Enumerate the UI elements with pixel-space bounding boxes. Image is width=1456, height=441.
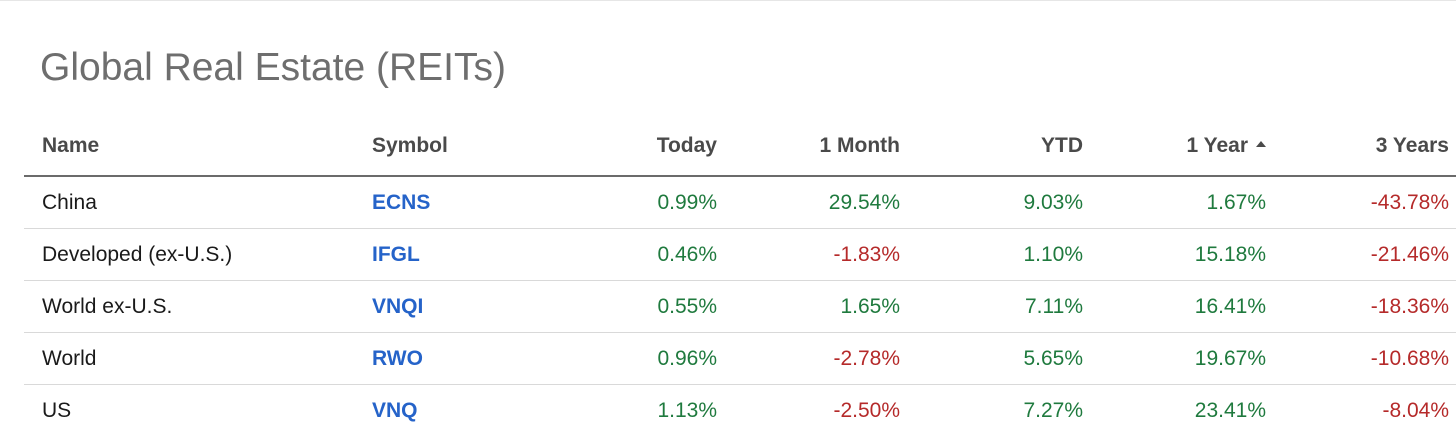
column-header-1-month[interactable]: 1 Month	[717, 117, 900, 177]
top-divider	[0, 0, 1456, 1]
cell-year: 19.67%	[1083, 332, 1266, 385]
column-header-3-years[interactable]: 3 Years	[1266, 117, 1456, 177]
cell-years3: -10.68%	[1266, 332, 1456, 385]
symbol-link[interactable]: VNQ	[372, 398, 418, 422]
symbol-link[interactable]: VNQI	[372, 294, 424, 318]
table-header: Name Symbol Today 1 Month YTD 1 Year 3 Y…	[24, 117, 1456, 177]
cell-year: 23.41%	[1194, 398, 1266, 422]
column-header-1-year[interactable]: 1 Year	[1083, 117, 1266, 177]
column-header-today[interactable]: Today	[552, 117, 717, 177]
reit-performance-table: Name Symbol Today 1 Month YTD 1 Year 3 Y…	[24, 117, 1456, 436]
cell-ytd: 7.11%	[900, 280, 1083, 333]
cell-symbol: RWO	[372, 332, 552, 385]
cell-years3: -8.04%	[1382, 398, 1449, 422]
cell-today: 0.99%	[552, 176, 717, 229]
table-row: China ECNS 0.99% 29.54% 9.03% 1.67% -43.78%	[24, 176, 1456, 229]
cell-today: 0.55%	[552, 280, 717, 333]
cell-years3: -18.36%	[1266, 280, 1456, 333]
cell-month: 29.54%	[717, 176, 900, 229]
cell-years3: -21.46%	[1266, 228, 1456, 281]
sort-up-icon[interactable]	[1256, 141, 1266, 148]
cell-today: 1.13%	[657, 398, 717, 422]
cell-ytd: 7.27%	[1023, 398, 1083, 422]
column-header-name[interactable]: Name	[24, 117, 372, 177]
symbol-link[interactable]: IFGL	[372, 242, 420, 266]
cell-ytd: 9.03%	[900, 176, 1083, 229]
cell-years3: -43.78%	[1266, 176, 1456, 229]
cell-name: US	[42, 398, 72, 422]
page-title: Global Real Estate (REITs)	[40, 46, 507, 89]
cell-name: World ex-U.S.	[24, 280, 372, 333]
cell-month: -2.78%	[717, 332, 900, 385]
cell-month: -1.83%	[717, 228, 900, 281]
table-body: China ECNS 0.99% 29.54% 9.03% 1.67% -43.78% Dev…	[24, 176, 1456, 436]
cell-name: World	[24, 332, 372, 385]
cell-year: 16.41%	[1083, 280, 1266, 333]
column-header-ytd[interactable]: YTD	[900, 117, 1083, 177]
header-row: Name Symbol Today 1 Month YTD 1 Year 3 Y…	[24, 117, 1456, 177]
table-row: World RWO 0.96% -2.78% 5.65% 19.67% -10.68%	[24, 332, 1456, 385]
cell-symbol: ECNS	[372, 176, 552, 229]
cell-year: 15.18%	[1083, 228, 1266, 281]
symbol-link[interactable]: ECNS	[372, 190, 431, 214]
cell-symbol: VNQI	[372, 280, 552, 333]
column-header-symbol[interactable]: Symbol	[372, 117, 552, 177]
cell-year: 1.67%	[1083, 176, 1266, 229]
cell-today: 0.96%	[552, 332, 717, 385]
symbol-link[interactable]: RWO	[372, 346, 423, 370]
cell-symbol: IFGL	[372, 228, 552, 281]
cell-name: China	[24, 176, 372, 229]
cell-ytd: 5.65%	[900, 332, 1083, 385]
cell-month: -2.50%	[833, 398, 900, 422]
column-header-1-year-label: 1 Year	[1186, 134, 1248, 157]
cell-ytd: 1.10%	[900, 228, 1083, 281]
table-row: Developed (ex-U.S.) IFGL 0.46% -1.83% 1.10% 1…	[24, 228, 1456, 281]
cell-month: 1.65%	[717, 280, 900, 333]
cell-symbol: VNQ	[372, 385, 552, 437]
table-row: US VNQ 1.13% -2.50% 7.27% 23.41% -8.04%	[24, 385, 1456, 437]
cell-name: Developed (ex-U.S.)	[24, 228, 372, 281]
cell-today: 0.46%	[552, 228, 717, 281]
table-row: World ex-U.S. VNQI 0.55% 1.65% 7.11% 16.41% -1…	[24, 280, 1456, 333]
